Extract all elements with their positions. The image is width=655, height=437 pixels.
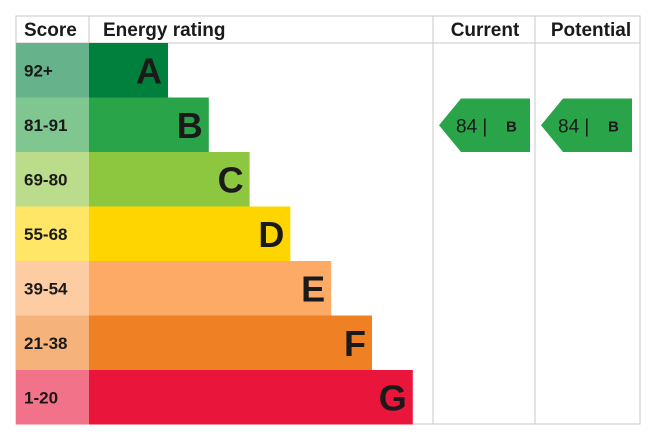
score-cell — [16, 43, 89, 98]
score-range: 39-54 — [24, 279, 68, 298]
score-range: 81-91 — [24, 116, 67, 135]
rating-bar — [89, 206, 291, 261]
score-cell — [16, 97, 89, 152]
band-d: 55-68 D — [16, 206, 291, 261]
rating-letter: D — [258, 214, 284, 255]
header-potential: Potential — [551, 20, 631, 41]
rating-bar — [89, 315, 372, 370]
score-cell — [16, 152, 89, 207]
rating-letter: G — [379, 377, 407, 418]
score-cell — [16, 370, 89, 425]
rating-arrows: 84 | B 84 | B — [439, 98, 632, 152]
header-energy-rating: Energy rating — [103, 20, 225, 41]
score-range: 92+ — [24, 61, 53, 80]
rating-letter: F — [344, 323, 366, 364]
score-cell — [16, 261, 89, 316]
rating-letter: C — [218, 159, 244, 200]
potential-rating-arrow: 84 | B — [541, 98, 632, 152]
band-g: 1-20 G — [16, 370, 413, 425]
score-cell — [16, 206, 89, 261]
band-f: 21-38 F — [16, 315, 372, 370]
header-score: Score — [24, 20, 77, 41]
rating-letter: A — [136, 50, 162, 91]
rating-bar — [89, 43, 168, 98]
score-range: 69-80 — [24, 170, 67, 189]
rating-bar — [89, 97, 209, 152]
band-b: 81-91 B — [16, 97, 209, 152]
score-range: 55-68 — [24, 225, 67, 244]
rating-bar — [89, 152, 250, 207]
score-range: 21-38 — [24, 334, 67, 353]
arrow-value: 84 | — [456, 116, 487, 137]
arrow-band-letter: B — [608, 118, 619, 135]
rating-letter: E — [301, 268, 325, 309]
arrow-band-letter: B — [506, 118, 517, 135]
rating-bars: 92+ A 81-91 B 69-80 C 55-68 D 39-54 E 21-38 F 1-20 G — [16, 43, 413, 425]
arrow-value: 84 | — [558, 116, 589, 137]
score-range: 1-20 — [24, 388, 58, 407]
rating-bar — [89, 370, 413, 425]
score-cell — [16, 315, 89, 370]
arrow-shape — [439, 98, 530, 152]
band-e: 39-54 E — [16, 261, 332, 316]
arrow-shape — [541, 98, 632, 152]
band-a: 92+ A — [16, 43, 168, 98]
header-current: Current — [451, 20, 520, 41]
rating-bar — [89, 261, 332, 316]
rating-letter: B — [177, 105, 203, 146]
current-rating-arrow: 84 | B — [439, 98, 530, 152]
band-c: 69-80 C — [16, 152, 250, 207]
